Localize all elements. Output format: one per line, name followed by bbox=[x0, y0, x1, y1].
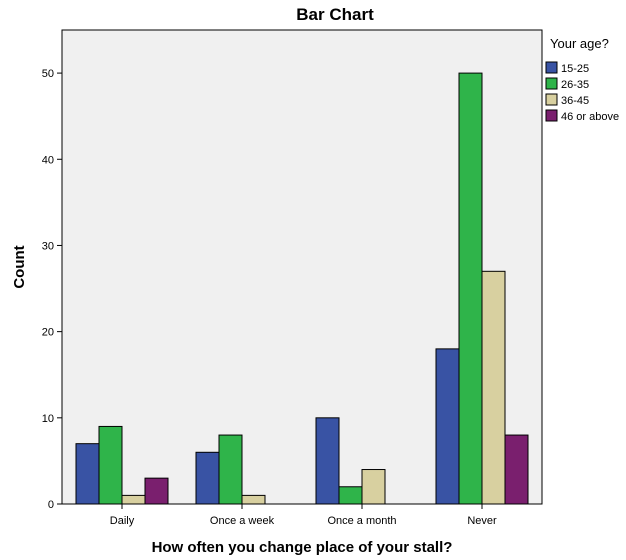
legend-swatch bbox=[545, 109, 558, 122]
legend-label: 36-45 bbox=[561, 95, 589, 107]
bar bbox=[481, 270, 506, 505]
y-tick-label: 30 bbox=[42, 240, 54, 252]
x-axis-title: How often you change place of your stall… bbox=[152, 539, 453, 556]
y-tick-label: 0 bbox=[48, 499, 54, 511]
legend-swatch bbox=[545, 77, 558, 90]
y-tick-label: 10 bbox=[42, 413, 54, 425]
bar bbox=[144, 477, 169, 505]
x-tick-label: Once a week bbox=[210, 515, 275, 527]
y-axis: 0 10 20 30 40 50 bbox=[42, 68, 62, 511]
x-tick-label: Never bbox=[467, 515, 497, 527]
bar bbox=[121, 494, 146, 505]
bar bbox=[338, 486, 363, 505]
legend-swatch bbox=[545, 61, 558, 74]
bar bbox=[435, 348, 460, 505]
legend-label: 46 or above bbox=[561, 111, 619, 123]
bar bbox=[195, 451, 220, 505]
x-tick-label: Daily bbox=[110, 515, 135, 527]
bar bbox=[241, 494, 266, 505]
bar bbox=[504, 434, 529, 505]
bar bbox=[98, 425, 123, 505]
bar bbox=[75, 443, 100, 505]
legend: Your age? 15-25 26-35 36-45 46 or above bbox=[545, 36, 619, 123]
legend-title: Your age? bbox=[550, 36, 609, 51]
y-tick-label: 50 bbox=[42, 68, 54, 80]
bar bbox=[458, 72, 483, 505]
bar bbox=[218, 434, 243, 505]
y-tick-label: 40 bbox=[42, 154, 54, 166]
bar bbox=[361, 469, 386, 505]
x-tick-label: Once a month bbox=[327, 515, 396, 527]
x-axis: Daily Once a week Once a month Never bbox=[110, 504, 497, 527]
bar bbox=[315, 417, 340, 505]
legend-label: 26-35 bbox=[561, 79, 589, 91]
y-tick-label: 20 bbox=[42, 327, 54, 339]
y-axis-title: Count bbox=[11, 245, 28, 288]
chart-title: Bar Chart bbox=[296, 5, 374, 24]
legend-label: 15-25 bbox=[561, 63, 589, 75]
legend-swatch bbox=[545, 93, 558, 106]
